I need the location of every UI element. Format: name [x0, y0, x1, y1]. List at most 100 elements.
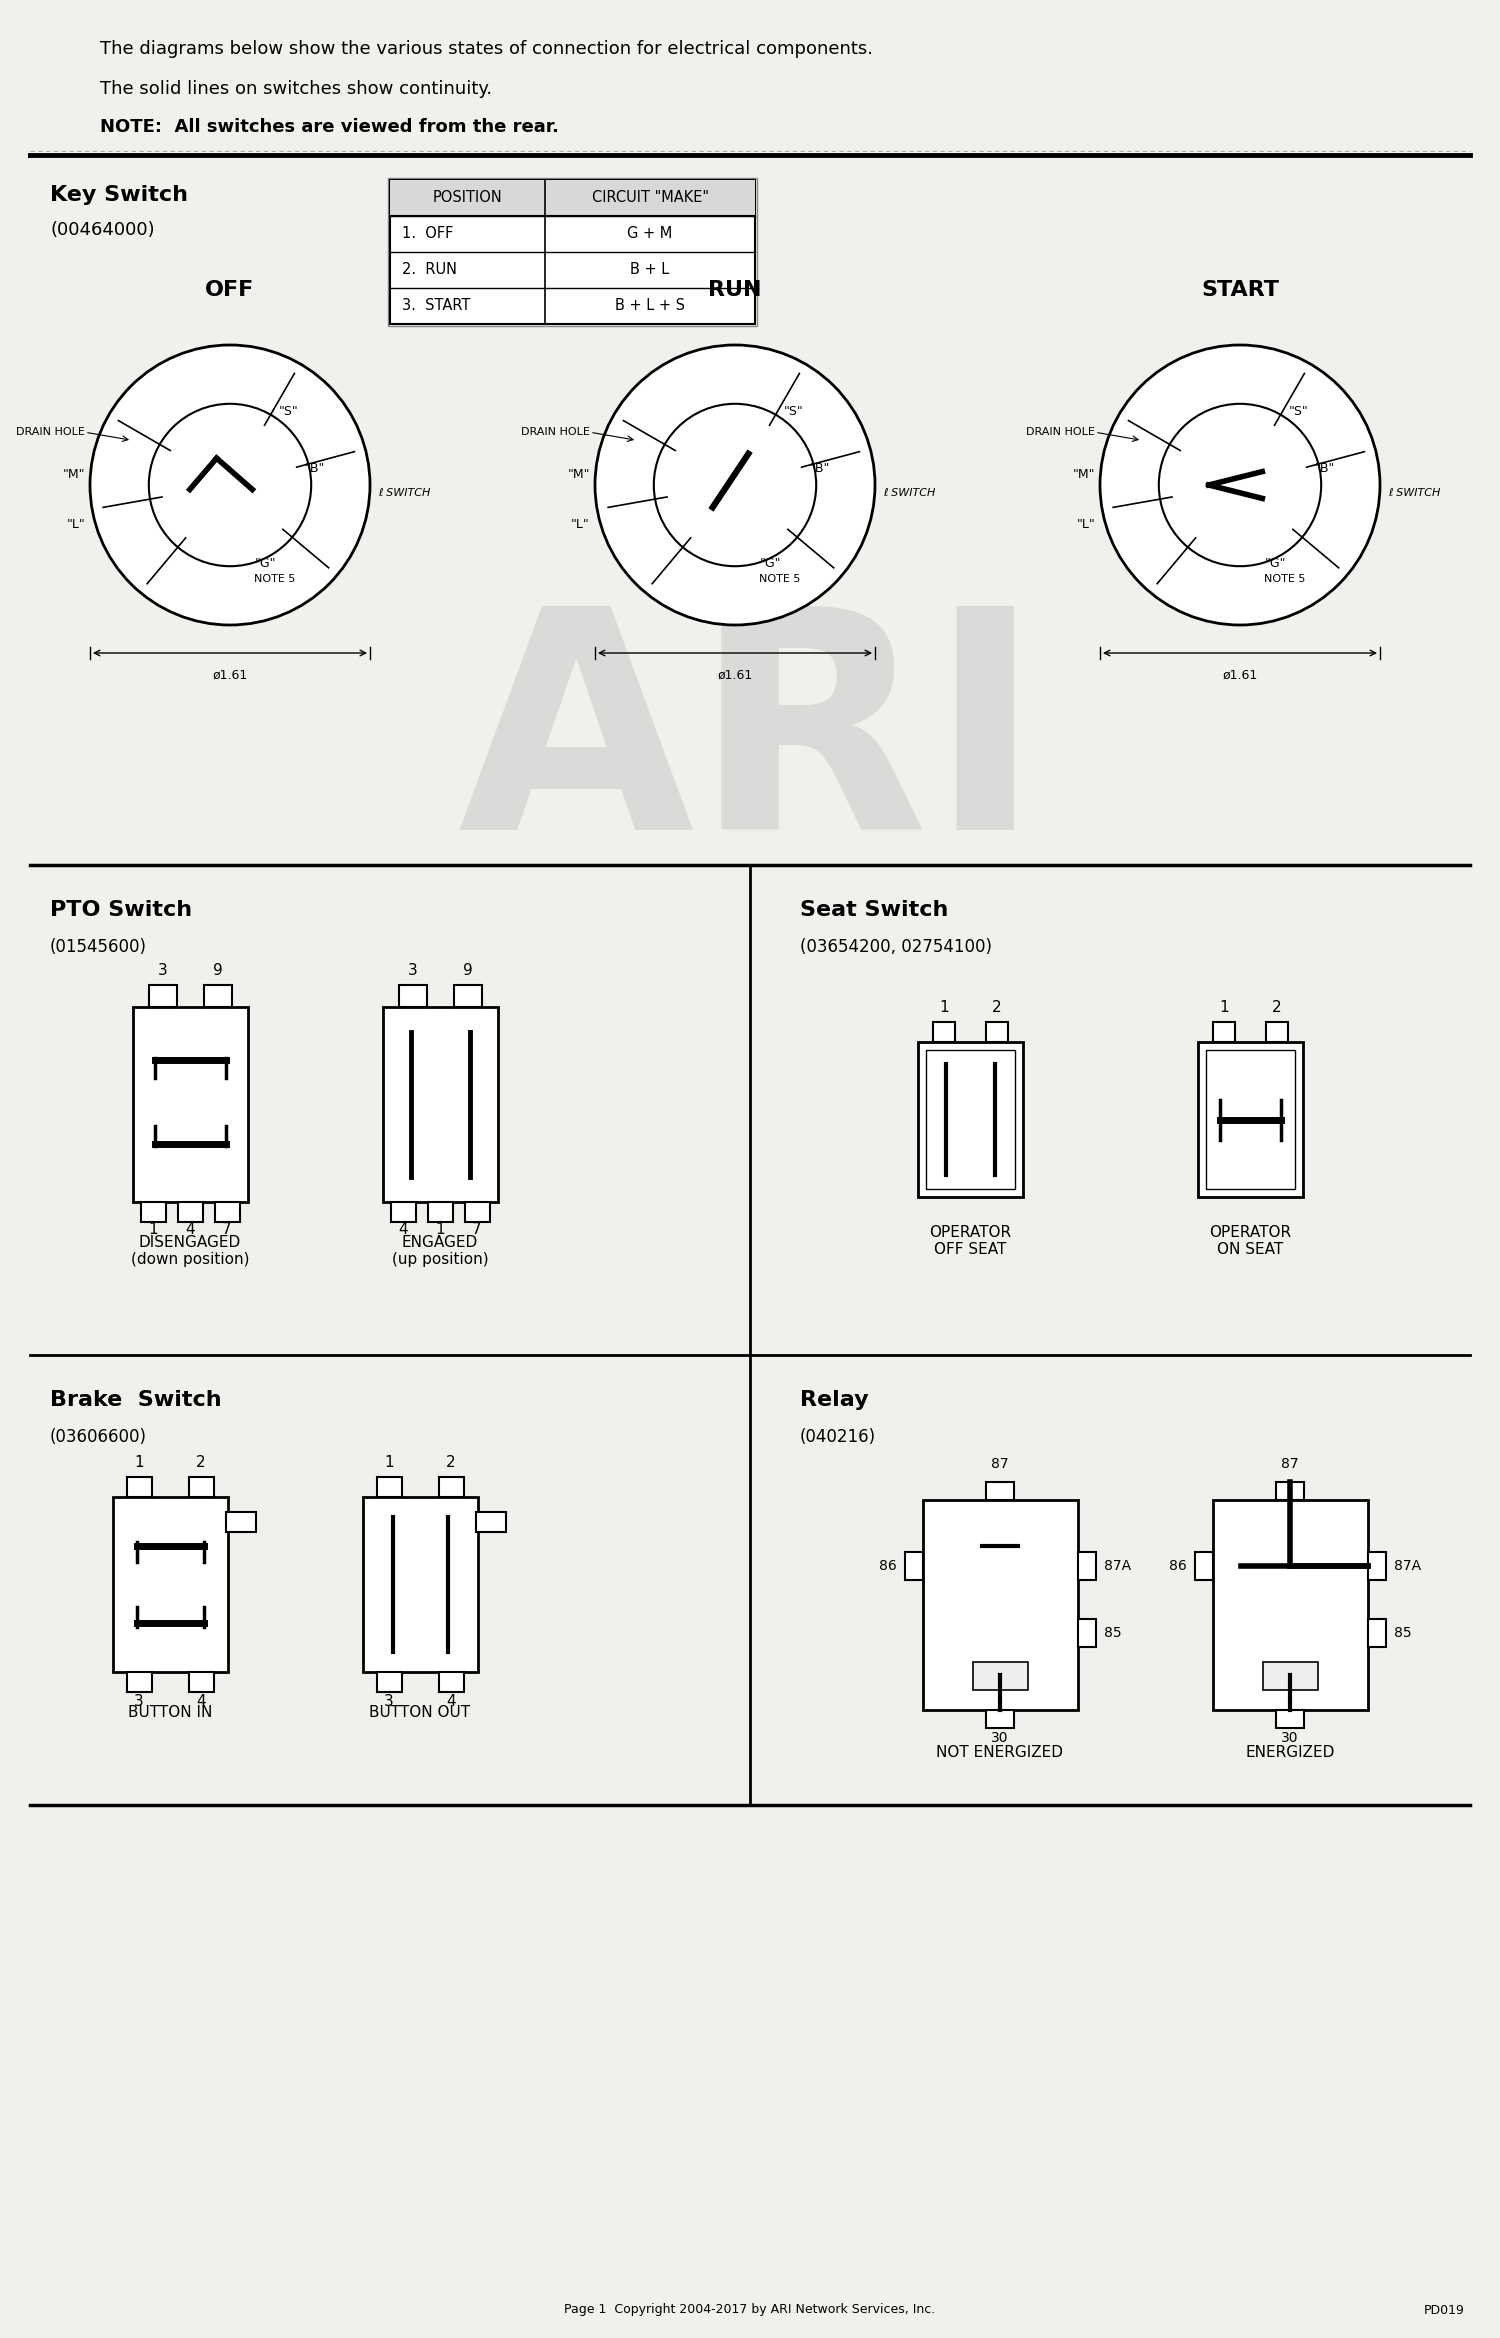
Text: 7: 7 [222, 1223, 232, 1237]
Text: 87: 87 [1281, 1457, 1299, 1471]
Text: "L": "L" [1077, 519, 1095, 531]
Circle shape [90, 346, 370, 624]
Text: POSITION: POSITION [432, 189, 502, 206]
Bar [440, 1672, 464, 1693]
Bar [1206, 1050, 1294, 1190]
Text: (00464000): (00464000) [50, 222, 154, 238]
Text: 1.  OFF: 1. OFF [402, 227, 453, 241]
Text: NOT ENERGIZED: NOT ENERGIZED [936, 1744, 1064, 1761]
Text: 85: 85 [1394, 1625, 1411, 1639]
Circle shape [1100, 346, 1380, 624]
Bar [388, 178, 758, 325]
Text: "S": "S" [1288, 404, 1308, 419]
Text: "M": "M" [567, 468, 590, 482]
Text: ARI: ARI [458, 596, 1042, 893]
Bar [1078, 1618, 1096, 1646]
Text: 1: 1 [939, 1001, 950, 1015]
Bar [1263, 1662, 1318, 1690]
Bar [382, 1008, 498, 1202]
Text: 86: 86 [879, 1559, 897, 1573]
Bar [1078, 1552, 1096, 1580]
Text: (03654200, 02754100): (03654200, 02754100) [800, 938, 992, 956]
Text: 9: 9 [464, 963, 472, 977]
Bar [376, 1672, 402, 1693]
Bar [390, 180, 754, 215]
Text: 2: 2 [992, 1001, 1002, 1015]
Text: Relay: Relay [800, 1391, 868, 1410]
Bar [440, 1478, 464, 1496]
Bar [189, 1478, 214, 1496]
Bar [1214, 1022, 1234, 1043]
Bar [476, 1513, 506, 1531]
Text: DRAIN HOLE: DRAIN HOLE [1026, 428, 1095, 437]
Bar [1214, 1501, 1368, 1709]
Bar [986, 1482, 1014, 1501]
Text: Page 1  Copyright 2004-2017 by ARI Network Services, Inc.: Page 1 Copyright 2004-2017 by ARI Networ… [564, 2303, 936, 2317]
Text: CIRCUIT "MAKE": CIRCUIT "MAKE" [591, 189, 708, 206]
Text: DRAIN HOLE: DRAIN HOLE [16, 428, 86, 437]
Bar [904, 1552, 922, 1580]
Text: 87: 87 [992, 1457, 1010, 1471]
Text: "B": "B" [304, 463, 326, 475]
Text: 30: 30 [992, 1730, 1008, 1744]
Text: NOTE:  All switches are viewed from the rear.: NOTE: All switches are viewed from the r… [100, 117, 560, 136]
Text: ENERGIZED: ENERGIZED [1245, 1744, 1335, 1761]
Text: 4: 4 [446, 1695, 456, 1709]
Bar [1266, 1022, 1288, 1043]
Text: NOTE 5: NOTE 5 [759, 573, 801, 584]
Text: DRAIN HOLE: DRAIN HOLE [520, 428, 590, 437]
Text: Brake  Switch: Brake Switch [50, 1391, 222, 1410]
Text: B + L: B + L [630, 262, 669, 278]
Bar [363, 1496, 478, 1672]
Text: 4: 4 [184, 1223, 195, 1237]
Text: BUTTON IN: BUTTON IN [128, 1704, 212, 1721]
Text: 86: 86 [1170, 1559, 1186, 1573]
Text: OPERATOR
ON SEAT: OPERATOR ON SEAT [1209, 1225, 1292, 1258]
Bar [1368, 1552, 1386, 1580]
Bar [399, 984, 427, 1008]
Text: "M": "M" [1072, 468, 1095, 482]
Bar [1368, 1618, 1386, 1646]
Text: (03606600): (03606600) [50, 1429, 147, 1445]
Text: 1: 1 [1220, 1001, 1228, 1015]
Text: (040216): (040216) [800, 1429, 876, 1445]
Text: "S": "S" [279, 404, 298, 419]
Bar [1276, 1482, 1304, 1501]
Text: "S": "S" [783, 404, 804, 419]
Text: 1: 1 [148, 1223, 158, 1237]
Bar [128, 1478, 152, 1496]
Text: 3.  START: 3. START [402, 299, 471, 313]
Bar [454, 984, 482, 1008]
Bar [1276, 1709, 1304, 1728]
Text: "M": "M" [63, 468, 86, 482]
Text: "G": "G" [255, 556, 276, 570]
Text: "B": "B" [810, 463, 830, 475]
Text: "G": "G" [1264, 556, 1286, 570]
Text: ℓ SWITCH: ℓ SWITCH [1388, 489, 1440, 498]
Text: ø1.61: ø1.61 [213, 669, 248, 683]
Text: 1: 1 [435, 1223, 445, 1237]
Bar [974, 1662, 1028, 1690]
Text: NOTE 5: NOTE 5 [255, 573, 296, 584]
Text: 85: 85 [1104, 1625, 1122, 1639]
Text: 3: 3 [408, 963, 419, 977]
Text: Key Switch: Key Switch [50, 185, 188, 206]
Bar [141, 1202, 166, 1223]
Bar [148, 984, 177, 1008]
Text: The diagrams below show the various states of connection for electrical componen: The diagrams below show the various stat… [100, 40, 873, 58]
Text: BUTTON OUT: BUTTON OUT [369, 1704, 471, 1721]
Text: "L": "L" [66, 519, 86, 531]
Bar [1198, 1043, 1304, 1197]
Text: 2: 2 [196, 1454, 206, 1471]
Bar [926, 1050, 1016, 1190]
Text: Seat Switch: Seat Switch [800, 900, 948, 919]
Bar [427, 1202, 453, 1223]
Text: 2: 2 [1272, 1001, 1282, 1015]
Text: 7: 7 [472, 1223, 482, 1237]
Text: 4: 4 [196, 1695, 206, 1709]
Bar [112, 1496, 228, 1672]
Text: NOTE 5: NOTE 5 [1264, 573, 1305, 584]
Text: ℓ SWITCH: ℓ SWITCH [378, 489, 430, 498]
Text: OFF: OFF [206, 281, 255, 299]
Bar [392, 1202, 416, 1223]
